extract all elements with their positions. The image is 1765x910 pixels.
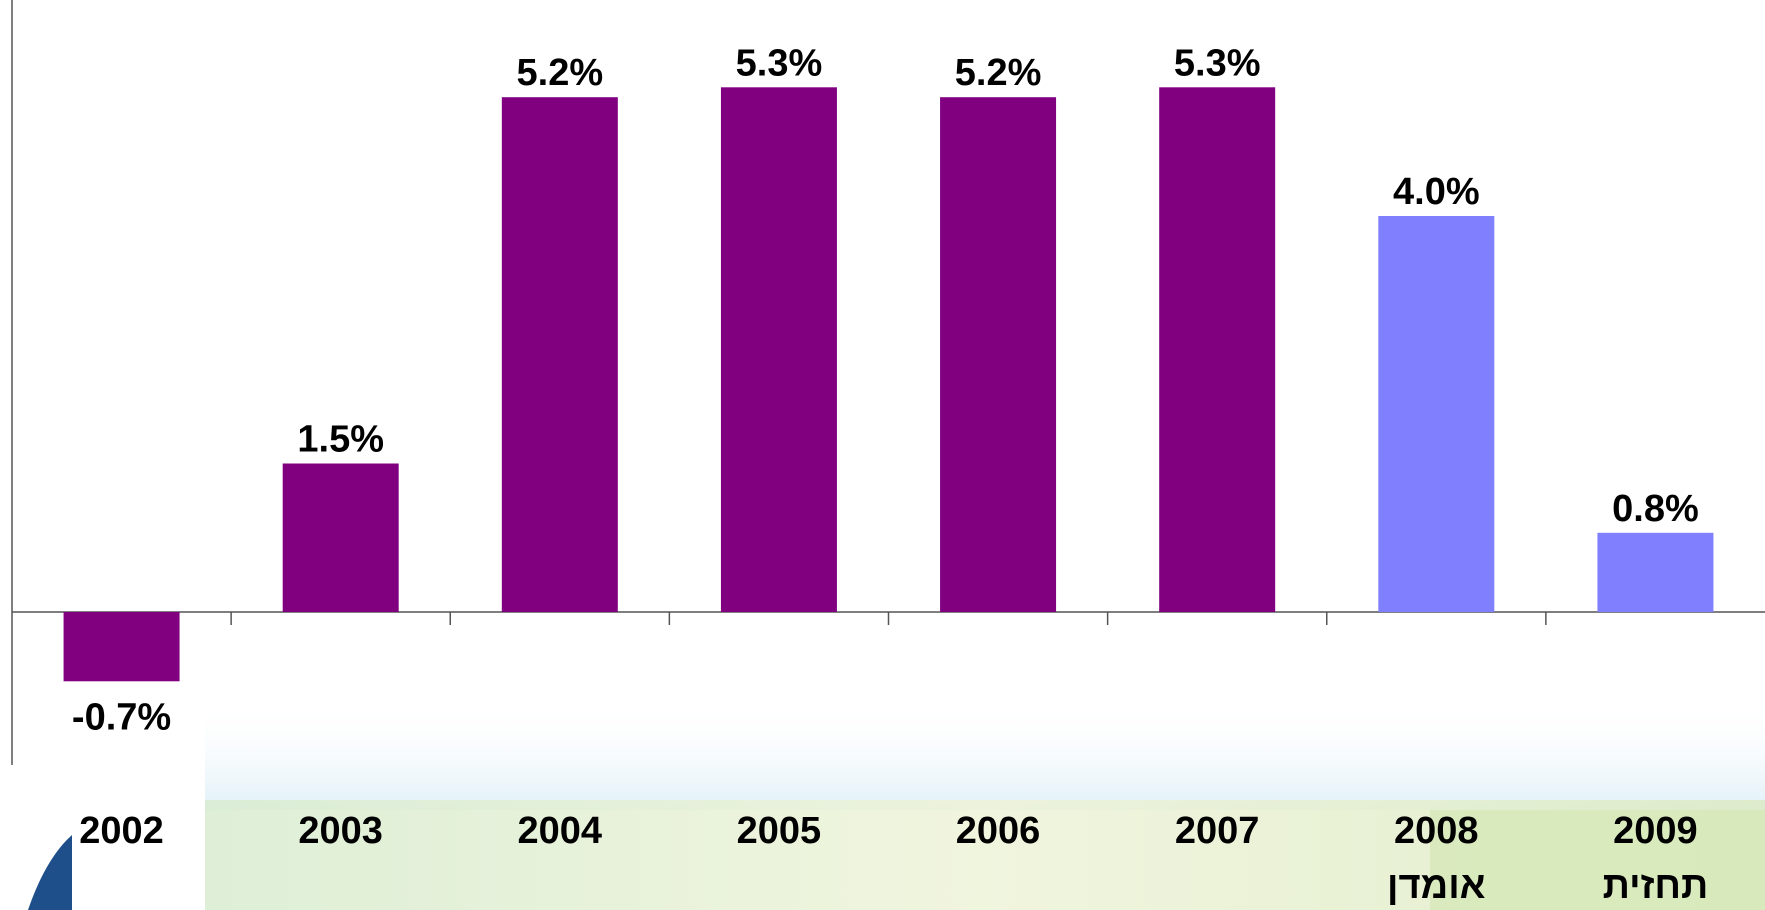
axes: [11, 0, 1765, 765]
bar-2003: [282, 463, 399, 612]
bar-2006: [940, 97, 1057, 612]
value-label-2008: 4.0%: [1393, 171, 1480, 213]
category-label-2007: 2007: [1175, 810, 1260, 852]
category-label-2004: 2004: [518, 810, 603, 852]
value-label-2007: 5.3%: [1174, 42, 1261, 84]
value-labels: -0.7% 1.5% 5.2% 5.3% 5.2% 5.3% 4.0% 0.8%: [72, 42, 1699, 738]
value-label-2002: -0.7%: [72, 696, 171, 738]
value-label-2003: 1.5%: [297, 419, 384, 461]
category-label-2003: 2003: [298, 810, 383, 852]
category-sublabel-2009: תחזית: [1603, 865, 1709, 907]
category-label-2008: 2008: [1394, 810, 1479, 852]
category-label-2006: 2006: [956, 810, 1041, 852]
bar-2004: [501, 97, 618, 612]
value-label-2009: 0.8%: [1612, 488, 1699, 530]
bar-2007: [1159, 87, 1276, 613]
logo-swoosh-icon: [28, 835, 72, 910]
category-label-2005: 2005: [737, 810, 822, 852]
category-label-2009: 2009: [1613, 810, 1698, 852]
bars: [63, 87, 1714, 682]
background-sky-band: [205, 700, 1765, 810]
bar-2009: [1597, 532, 1714, 612]
value-label-2005: 5.3%: [736, 42, 823, 84]
bar-2002: [63, 612, 180, 682]
bar-2005: [720, 87, 837, 613]
background-field-patch: [1430, 810, 1765, 910]
category-label-2002: 2002: [79, 810, 164, 852]
category-labels: 2002 2003 2004 2005 2006 2007 2008 אומדן 2009 תחז…: [79, 810, 1708, 907]
bar-2008: [1378, 216, 1495, 612]
value-label-2004: 5.2%: [517, 52, 604, 94]
category-sublabel-2008: אומדן: [1387, 865, 1486, 907]
value-label-2006: 5.2%: [955, 52, 1042, 94]
